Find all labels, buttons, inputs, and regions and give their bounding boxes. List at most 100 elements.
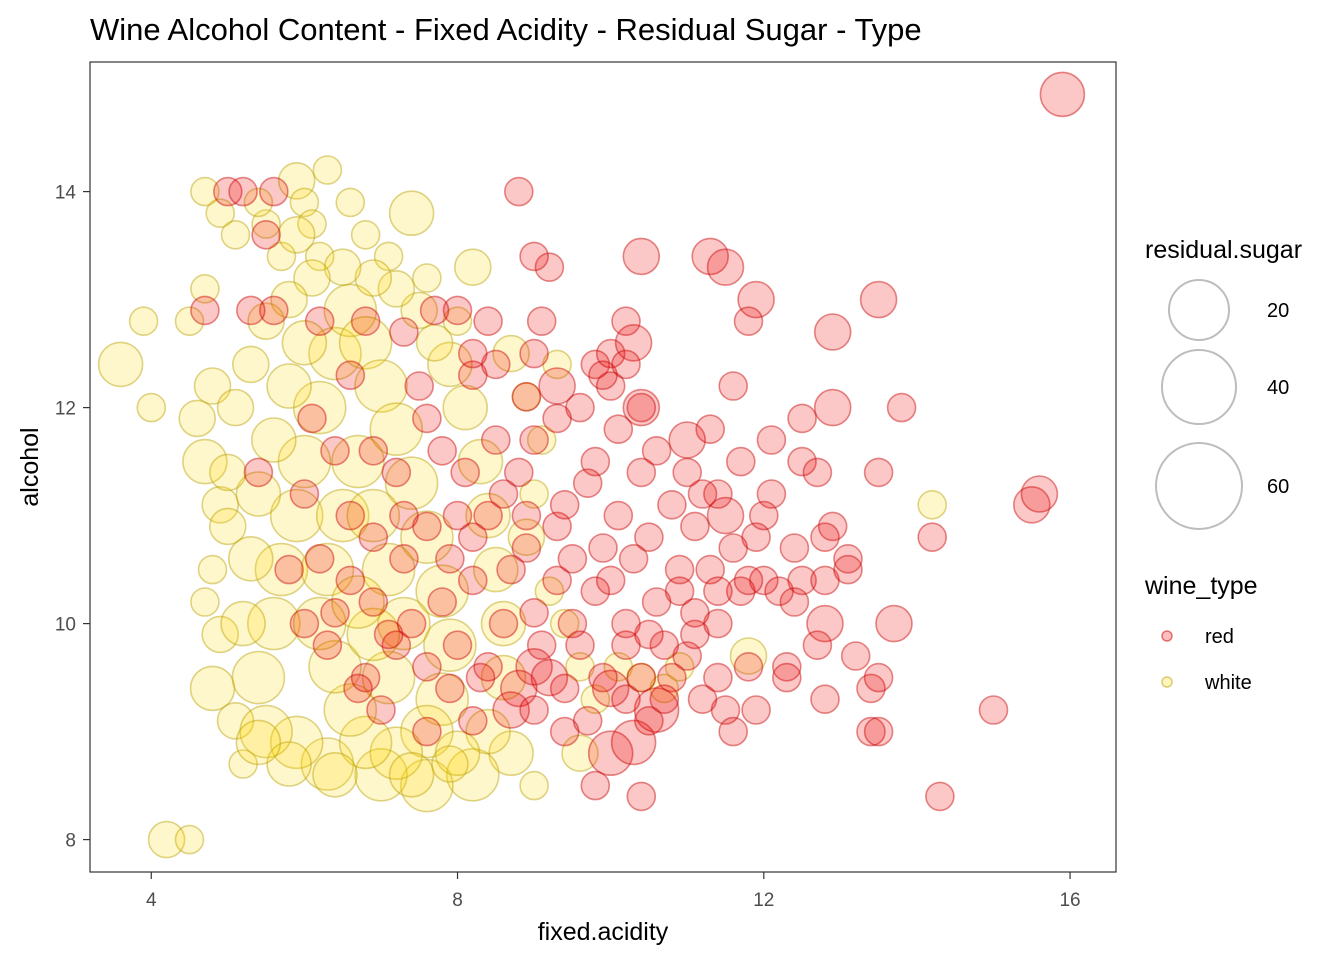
point-red xyxy=(343,673,373,704)
point-red xyxy=(412,651,442,682)
point-red xyxy=(687,684,718,715)
point-red xyxy=(603,500,634,531)
point-red xyxy=(427,587,458,617)
point-red xyxy=(442,295,473,326)
point-white xyxy=(235,719,282,766)
point-white xyxy=(565,651,595,682)
point-red xyxy=(633,687,680,733)
point-red xyxy=(580,349,611,380)
point-red xyxy=(289,479,320,509)
point-red xyxy=(875,604,913,643)
point-white xyxy=(304,241,335,272)
point-white xyxy=(277,434,332,489)
point-red xyxy=(515,647,553,686)
point-red xyxy=(618,543,649,574)
point-white xyxy=(292,596,347,651)
point-red xyxy=(718,371,749,401)
point-white xyxy=(427,341,473,388)
point-red xyxy=(389,543,419,574)
point-red xyxy=(626,457,657,488)
point-red xyxy=(511,381,542,412)
point-white xyxy=(442,384,489,431)
point-red xyxy=(1020,475,1059,513)
point-white xyxy=(415,323,454,362)
point-white xyxy=(323,248,362,287)
point-red xyxy=(557,543,588,574)
color-legend-label-red: red xyxy=(1205,626,1234,648)
plot-panel xyxy=(89,61,1117,873)
point-red xyxy=(833,554,863,585)
point-white xyxy=(312,751,358,798)
point-red xyxy=(863,457,894,488)
point-red xyxy=(519,695,549,725)
point-white xyxy=(178,399,216,438)
point-red xyxy=(381,457,412,488)
y-tick-label: 12 xyxy=(55,399,76,420)
point-white xyxy=(519,479,549,509)
point-red xyxy=(978,695,1009,725)
point-white xyxy=(216,701,255,740)
point-red xyxy=(542,565,572,596)
point-red xyxy=(358,522,389,553)
point-red xyxy=(503,176,534,207)
point-white xyxy=(388,190,435,236)
point-white xyxy=(189,665,236,712)
x-tick-label: 4 xyxy=(146,890,157,911)
point-white xyxy=(346,488,401,543)
point-red xyxy=(274,554,304,585)
point-red xyxy=(565,630,595,661)
point-red xyxy=(779,587,810,617)
point-red xyxy=(626,392,657,423)
point-white xyxy=(472,546,519,593)
point-white xyxy=(465,492,511,539)
point-white xyxy=(580,684,611,715)
point-red xyxy=(450,457,481,488)
point-white xyxy=(308,639,362,694)
point-white xyxy=(190,273,220,304)
point-red xyxy=(737,280,775,319)
point-red xyxy=(641,587,672,617)
point-red xyxy=(335,500,366,531)
point-white xyxy=(350,220,381,250)
point-red xyxy=(863,716,894,747)
points-layer xyxy=(97,71,1086,859)
point-red xyxy=(350,662,381,693)
point-red xyxy=(435,543,465,574)
point-red xyxy=(297,403,327,434)
point-white xyxy=(384,456,439,511)
size-legend-title: residual.sugar xyxy=(1145,236,1302,264)
point-red xyxy=(312,630,343,661)
point-white xyxy=(197,554,228,585)
point-white xyxy=(488,730,534,777)
point-white xyxy=(331,575,385,629)
point-white xyxy=(247,302,285,341)
point-red xyxy=(695,414,726,445)
point-red xyxy=(703,576,733,607)
point-red xyxy=(748,565,779,596)
point-red xyxy=(457,360,488,391)
point-red xyxy=(519,338,549,369)
point-red xyxy=(668,421,707,459)
size-legend-label: 60 xyxy=(1267,476,1289,498)
point-red xyxy=(859,280,898,319)
y-tick-label: 14 xyxy=(55,183,77,204)
point-red xyxy=(442,500,473,531)
y-axis-title: alcohol xyxy=(16,427,44,506)
point-red xyxy=(779,533,810,563)
point-white xyxy=(220,220,251,250)
point-white xyxy=(323,683,378,737)
point-red xyxy=(473,500,503,531)
point-white xyxy=(400,758,454,813)
point-red xyxy=(499,669,538,708)
point-white xyxy=(136,392,167,423)
point-red xyxy=(488,479,519,509)
point-red xyxy=(691,237,730,276)
point-red xyxy=(412,716,442,747)
point-white xyxy=(507,518,546,557)
point-white xyxy=(174,824,205,855)
point-red xyxy=(320,435,350,466)
point-white xyxy=(369,402,424,457)
point-red xyxy=(756,425,787,455)
x-axis: 4 8 12 16 xyxy=(146,872,1081,911)
point-red xyxy=(813,313,852,351)
